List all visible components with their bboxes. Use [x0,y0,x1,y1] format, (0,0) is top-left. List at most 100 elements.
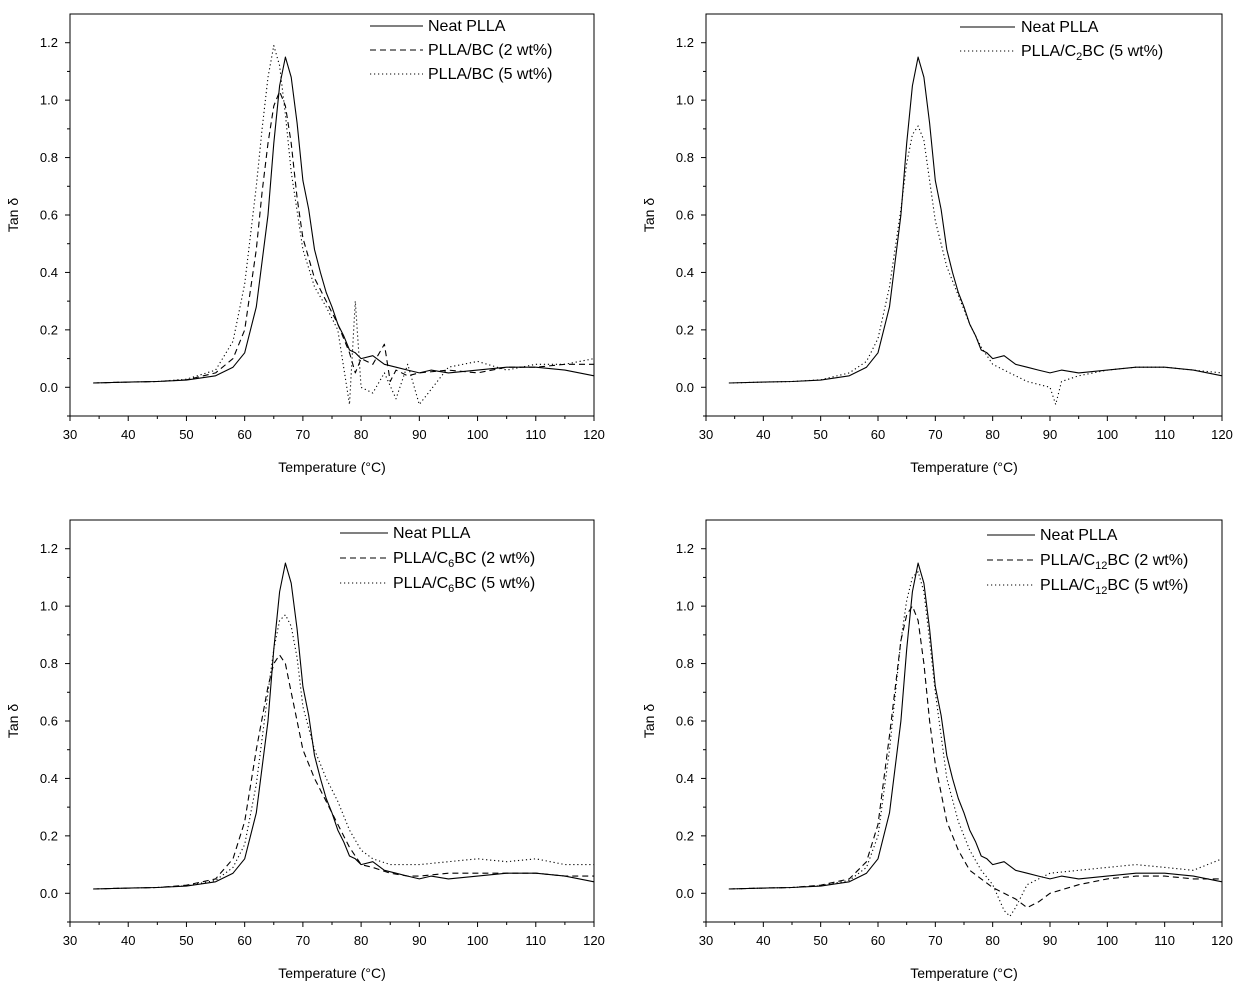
y-tick-label: 0.0 [40,380,58,395]
y-tick-label: 0.6 [676,714,694,729]
x-tick-label: 100 [467,427,489,442]
series-line-1 [728,562,1223,890]
legend-label: Neat PLLA [1021,19,1099,36]
x-tick-label: 110 [1154,427,1175,442]
x-tick-label: 30 [63,933,77,948]
x-tick-label: 70 [928,427,942,442]
y-tick-label: 1.2 [676,35,694,50]
x-tick-label: 50 [813,427,827,442]
chart-panel-1: 30 40 50 60 70 80 90 100 110 120 0.0 0.2 0.4 0.6 0.8 1.… [5,13,605,475]
series-line-1 [93,562,595,890]
y-tick-label: 0.6 [40,208,58,223]
y-tick-label: 0.2 [40,322,58,337]
x-tick-label: 110 [525,427,546,442]
series-line-2 [93,654,594,890]
legend-label: PLLA/C12BC (5 wt%) [1040,577,1188,597]
plot-frame [705,13,1223,417]
series-line-3 [728,571,1223,917]
legend-label: PLLA/C2BC (5 wt%) [1021,43,1163,63]
x-tick-label: 50 [179,427,193,442]
x-tick-label: 70 [296,933,310,948]
y-tick-label: 1.0 [676,599,694,614]
x-tick-label: 80 [985,933,999,948]
legend-label: PLLA/C6BC (5 wt%) [393,575,535,595]
y-tick-label: 0.2 [676,828,694,843]
x-tick-label: 100 [1096,933,1118,948]
series-line-2 [93,90,594,384]
legend: Neat PLLA PLLA/C6BC (2 wt%) PLLA/C6BC (5 w… [340,525,535,595]
x-tick-label: 100 [1096,427,1118,442]
y-tick-label: 0.6 [40,714,58,729]
y-axis-title: Tan δ [641,198,657,232]
x-axis-title: Temperature (°C) [910,965,1018,981]
x-tick-label: 70 [928,933,942,948]
chart-panel-3: 30 40 50 60 70 80 90 100 110 120 0.0 0.2 0.4 0.6 0.8 1.… [5,519,605,981]
x-tick-label: 40 [756,933,770,948]
x-tick-label: 80 [985,427,999,442]
legend: Neat PLLA PLLA/C2BC (5 wt%) [960,19,1163,63]
x-axis-title: Temperature (°C) [910,459,1018,475]
y-axis-title: Tan δ [5,704,21,738]
x-tick-label: 60 [237,427,251,442]
legend-label: PLLA/C6BC (2 wt%) [393,550,535,570]
x-tick-label: 90 [412,933,426,948]
chart-panel-2: 30 40 50 60 70 80 90 100 110 120 0.0 0.2 0.4 0.6 0.8 1.… [641,13,1233,475]
x-tick-label: 40 [121,427,135,442]
y-tick-label: 0.4 [40,771,58,786]
y-tick-label: 1.0 [40,599,58,614]
y-tick-label: 0.8 [676,656,694,671]
series-line-3 [93,45,595,406]
y-tick-label: 0.0 [40,886,58,901]
x-tick-label: 40 [756,427,770,442]
y-tick-label: 1.2 [40,541,58,556]
x-tick-label: 120 [1211,933,1233,948]
x-tick-label: 80 [354,933,368,948]
legend-label: PLLA/BC (5 wt%) [428,66,552,83]
x-tick-label: 70 [296,427,310,442]
x-tick-label: 50 [813,933,827,948]
series-line-2 [728,605,1222,909]
x-tick-label: 90 [412,427,426,442]
y-tick-label: 0.4 [676,265,694,280]
series-line-3 [93,614,594,890]
x-tick-label: 30 [63,427,77,442]
series-line-1 [93,56,595,384]
legend: Neat PLLA PLLA/BC (2 wt%) PLLA/BC (5 wt%) [370,18,552,83]
x-tick-label: 120 [1211,427,1233,442]
x-tick-label: 120 [583,427,605,442]
legend: Neat PLLA PLLA/C12BC (2 wt%) PLLA/C12BC (5… [987,527,1188,597]
legend-label: PLLA/C12BC (2 wt%) [1040,552,1188,572]
x-tick-label: 60 [871,427,885,442]
x-tick-label: 120 [583,933,605,948]
x-tick-label: 30 [699,427,713,442]
x-tick-label: 110 [525,933,546,948]
x-tick-label: 40 [121,933,135,948]
y-tick-label: 0.6 [676,208,694,223]
x-tick-label: 60 [237,933,251,948]
y-tick-label: 0.2 [676,322,694,337]
y-tick-label: 0.8 [676,150,694,165]
x-axis-title: Temperature (°C) [278,459,386,475]
y-axis-title: Tan δ [641,704,657,738]
x-tick-label: 90 [1043,933,1057,948]
x-tick-label: 50 [179,933,193,948]
x-tick-label: 90 [1043,427,1057,442]
y-tick-label: 0.8 [40,150,58,165]
legend-label: Neat PLLA [428,18,506,35]
x-tick-label: 60 [871,933,885,948]
y-tick-label: 0.0 [676,380,694,395]
x-tick-label: 30 [699,933,713,948]
legend-label: Neat PLLA [1040,527,1118,544]
x-tick-label: 110 [1154,933,1175,948]
y-tick-label: 1.0 [40,93,58,108]
y-tick-label: 0.4 [676,771,694,786]
series-line-2 [728,125,1223,406]
x-axis-title: Temperature (°C) [278,965,386,981]
y-tick-label: 0.4 [40,265,58,280]
y-tick-label: 0.2 [40,828,58,843]
y-tick-label: 0.0 [676,886,694,901]
x-tick-label: 100 [467,933,489,948]
legend-label: PLLA/BC (2 wt%) [428,42,552,59]
y-tick-label: 1.0 [676,93,694,108]
